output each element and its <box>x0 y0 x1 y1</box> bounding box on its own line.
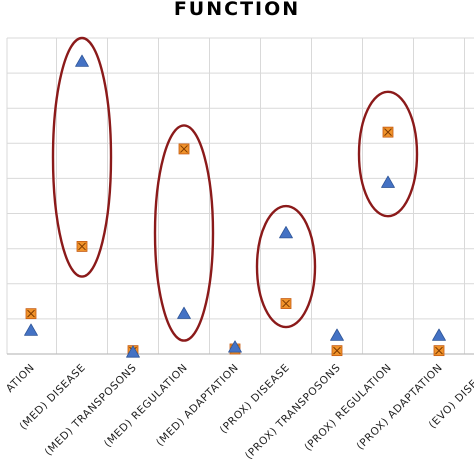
square-x-point <box>25 308 37 320</box>
x-marker <box>333 346 341 355</box>
data-points <box>24 54 446 358</box>
x-tick-label: (MED) TRANSPOSONS <box>43 362 140 459</box>
gridlines <box>6 37 474 355</box>
chart-title: FUNCTION <box>174 0 300 20</box>
triangle-point <box>432 328 446 341</box>
x-marker <box>435 346 443 355</box>
x-tick-label: (MED) REGULATION <box>102 362 190 450</box>
highlight-ellipse <box>255 204 317 329</box>
x-tick-label: (PROX) ADAPTATION <box>354 362 445 453</box>
triangle-point <box>24 323 38 336</box>
x-tick-label: (PROX) TRANSPOSONS <box>243 362 343 462</box>
square-x-point <box>76 241 88 252</box>
x-tick-label: (MED) ADAPTATION <box>154 362 241 449</box>
square-x-point <box>280 298 292 309</box>
x-marker <box>384 128 392 136</box>
x-tick-label: ATION <box>4 362 37 395</box>
x-tick-label: (PROX) REGULATION <box>302 362 394 454</box>
x-marker <box>78 242 86 251</box>
square-x-point <box>331 345 343 357</box>
triangle-point <box>228 340 242 353</box>
x-marker <box>282 299 290 308</box>
x-marker <box>27 309 35 318</box>
square-x-point <box>178 143 190 155</box>
highlight-ellipse <box>357 90 419 218</box>
highlight-ellipses <box>51 36 419 342</box>
triangle-point <box>126 345 140 358</box>
triangle-point <box>330 328 344 341</box>
highlight-ellipse <box>51 36 113 278</box>
highlight-ellipse <box>153 124 215 342</box>
square-x-point <box>433 345 445 357</box>
triangle-point <box>177 306 191 319</box>
triangle-point <box>279 226 293 239</box>
square-x-point <box>382 126 394 138</box>
x-marker <box>180 145 188 153</box>
x-axis-tick-labels: ATION(MED) DISEASE(MED) TRANSPOSONS(MED)… <box>4 362 474 462</box>
triangle-point <box>75 54 89 67</box>
triangle-point <box>381 175 395 188</box>
